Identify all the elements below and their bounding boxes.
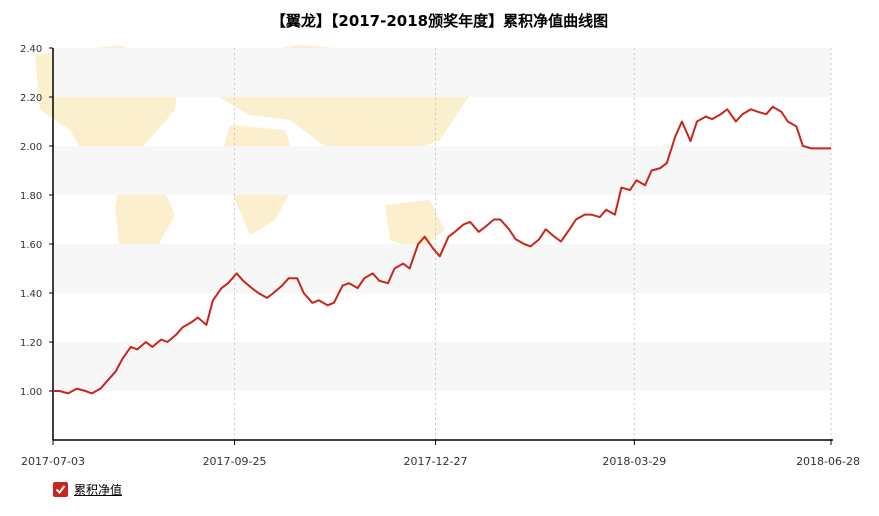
series-lines <box>53 105 831 395</box>
grid-bands <box>53 48 831 391</box>
y-tick-labels: 1.00 1.20 1.40 1.60 1.80 2.00 2.20 2.40 <box>20 44 53 398</box>
y-tick-label: 2.20 <box>20 93 42 104</box>
x-tick-label: 2017-09-25 <box>203 455 267 468</box>
y-tick-label: 2.40 <box>20 44 42 55</box>
legend-item[interactable]: 累积净值 <box>53 480 122 498</box>
x-tick-label: 2018-03-29 <box>602 455 666 468</box>
grid-band <box>53 48 831 97</box>
y-tick-label: 2.00 <box>20 142 42 153</box>
legend-label[interactable]: 累积净值 <box>74 482 123 497</box>
x-tick-labels: 2017-07-03 2017-09-25 2017-12-27 2018-03-29… <box>21 440 860 468</box>
x-tick-label: 2017-12-27 <box>404 455 468 468</box>
series-line <box>53 105 831 395</box>
x-tick-label: 2018-06-28 <box>796 455 860 468</box>
grid-band <box>53 342 831 391</box>
y-tick-label: 1.60 <box>20 240 42 251</box>
y-tick-label: 1.40 <box>20 289 42 300</box>
y-tick-label: 1.20 <box>20 338 42 349</box>
x-tick-label: 2017-07-03 <box>21 455 85 468</box>
grid-band <box>53 146 831 195</box>
chart-title: 【翼龙】【2017-2018颁奖年度】累积净值曲线图 <box>270 12 609 30</box>
checkbox-icon[interactable] <box>53 481 68 497</box>
y-tick-label: 1.80 <box>20 191 42 202</box>
y-tick-label: 1.00 <box>20 387 42 398</box>
